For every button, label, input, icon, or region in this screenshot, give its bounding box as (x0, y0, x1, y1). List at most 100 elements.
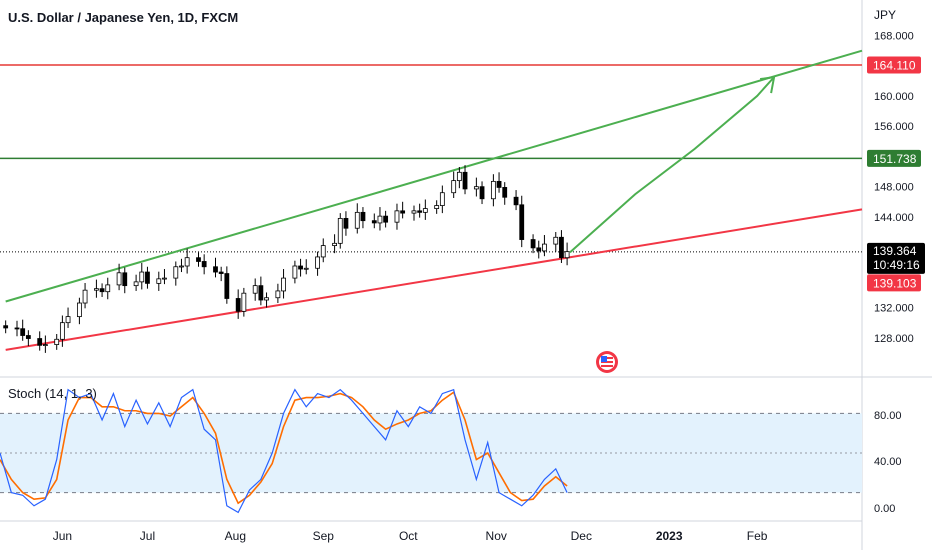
projection-arrow[interactable] (569, 76, 775, 254)
candle-down (559, 236, 564, 259)
stochastic-pane[interactable]: Stoch (14, 1, 3) 80.00 40.00 0.00 (0, 386, 902, 515)
candle-up (315, 256, 320, 269)
candle-up (434, 205, 440, 209)
candle-up (411, 210, 417, 214)
candle-down (3, 325, 9, 329)
candle-down (196, 257, 201, 262)
candle-down (298, 265, 303, 270)
candle-down (536, 247, 542, 252)
time-tick-label: Jun (53, 529, 72, 543)
candle-down (122, 272, 128, 287)
candle-down (201, 261, 207, 268)
candle-up (59, 322, 65, 340)
candle-up (94, 288, 99, 291)
candle-up (162, 277, 167, 280)
candle-up (490, 180, 496, 200)
time-tick-label: Jul (140, 529, 155, 543)
candle-up (451, 180, 457, 194)
lower-trendline[interactable] (5, 208, 863, 351)
prev-close-text: 139.103 (873, 276, 917, 290)
currency-label: JPY (874, 8, 896, 22)
candle-down (360, 211, 366, 222)
candle-down (20, 328, 26, 336)
resistance-price-text: 164.110 (873, 58, 916, 72)
candle-down (145, 271, 150, 284)
candle-up (184, 257, 190, 267)
price-tick-label: 148.000 (874, 182, 914, 194)
candle-down (218, 271, 224, 274)
time-tick-label: Nov (486, 529, 507, 543)
candle-down (530, 239, 536, 249)
candle-up (292, 265, 298, 279)
candle-up (542, 243, 547, 252)
candle-down (235, 298, 241, 312)
candle-down (479, 186, 485, 200)
projection-arrowhead (759, 75, 776, 94)
stoch-label: Stoch (14, 1, 3) (8, 386, 97, 401)
price-tick-label: 156.000 (874, 121, 914, 133)
candle-up (275, 290, 281, 299)
candle-down (258, 285, 264, 301)
candle-up (456, 171, 462, 182)
price-tick-label: 128.000 (874, 333, 914, 345)
stoch-k-line (0, 388, 568, 514)
time-tick-label: 2023 (656, 529, 683, 543)
candle-up (65, 316, 71, 324)
candle-up (54, 338, 60, 345)
candle-down (14, 327, 20, 330)
candle-down (383, 215, 389, 223)
candle-up (281, 277, 286, 292)
resistance-price-tag (867, 56, 921, 74)
chart-title: U.S. Dollar / Japanese Yen, 1D, FXCM (8, 10, 238, 25)
prev-close-tag (867, 274, 921, 292)
candle-down (371, 220, 377, 224)
support-price-tag (867, 149, 921, 167)
candle-up (564, 251, 570, 259)
candle-up (553, 236, 559, 245)
candle-down (502, 187, 508, 198)
candle-up (105, 284, 111, 293)
candle-down (462, 171, 468, 190)
candle-up (337, 217, 343, 244)
time-tick-label: Feb (747, 529, 768, 543)
candle-up (116, 272, 122, 286)
stoch-tick-40: 40.00 (874, 456, 902, 468)
price-pane[interactable]: 128.000 132.000 144.000 148.000 156.000 160.0… (0, 31, 925, 373)
candle-down (496, 180, 502, 188)
us-flag-icon[interactable] (596, 351, 618, 373)
candle-up (179, 265, 184, 268)
candle-up (303, 267, 309, 270)
candle-down (417, 210, 423, 213)
candle-up (241, 292, 247, 312)
candle-up (133, 281, 139, 287)
price-tick-label: 144.000 (874, 212, 914, 224)
stoch-tick-0: 0.00 (874, 503, 895, 515)
upper-trendline[interactable] (5, 49, 863, 303)
candles (3, 165, 570, 353)
last-price-tag (867, 242, 925, 274)
candle-down (224, 273, 230, 299)
time-tick-label: Dec (571, 529, 592, 543)
candle-up (320, 245, 326, 258)
candle-down (513, 196, 519, 206)
candle-up (394, 210, 400, 223)
price-tick-label: 168.000 (874, 31, 914, 43)
time-tick-label: Aug (225, 529, 246, 543)
countdown-text: 10:49:16 (873, 258, 920, 272)
price-axis-ticks: 128.000 132.000 144.000 148.000 156.000 160.0… (874, 31, 914, 345)
support-price-text: 151.738 (873, 152, 917, 166)
candle-down (343, 217, 349, 229)
price-tick-label: 132.000 (874, 303, 914, 315)
candle-up (252, 285, 258, 294)
candle-down (25, 335, 31, 339)
candle-up (473, 186, 479, 190)
candle-down (213, 266, 218, 273)
price-tick-label: 160.000 (874, 91, 914, 103)
candle-down (400, 210, 406, 214)
time-tick-label: Sep (313, 529, 335, 543)
candle-up (332, 242, 337, 246)
stoch-tick-80: 80.00 (874, 410, 902, 422)
candle-up (76, 302, 82, 318)
candle-up (354, 211, 360, 229)
